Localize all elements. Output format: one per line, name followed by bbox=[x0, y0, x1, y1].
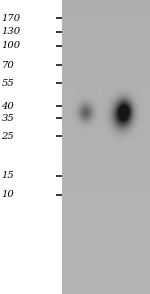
Text: 100: 100 bbox=[2, 41, 21, 50]
Bar bbox=[0, 0, 62, 294]
Bar bbox=[62, 0, 150, 294]
Text: 130: 130 bbox=[2, 27, 21, 36]
Text: 55: 55 bbox=[2, 79, 14, 88]
Text: 70: 70 bbox=[2, 61, 14, 70]
Text: 15: 15 bbox=[2, 171, 14, 180]
Text: 10: 10 bbox=[2, 191, 14, 199]
Text: 25: 25 bbox=[2, 132, 14, 141]
Text: 170: 170 bbox=[2, 14, 21, 23]
Text: 40: 40 bbox=[2, 102, 14, 111]
Text: 35: 35 bbox=[2, 114, 14, 123]
